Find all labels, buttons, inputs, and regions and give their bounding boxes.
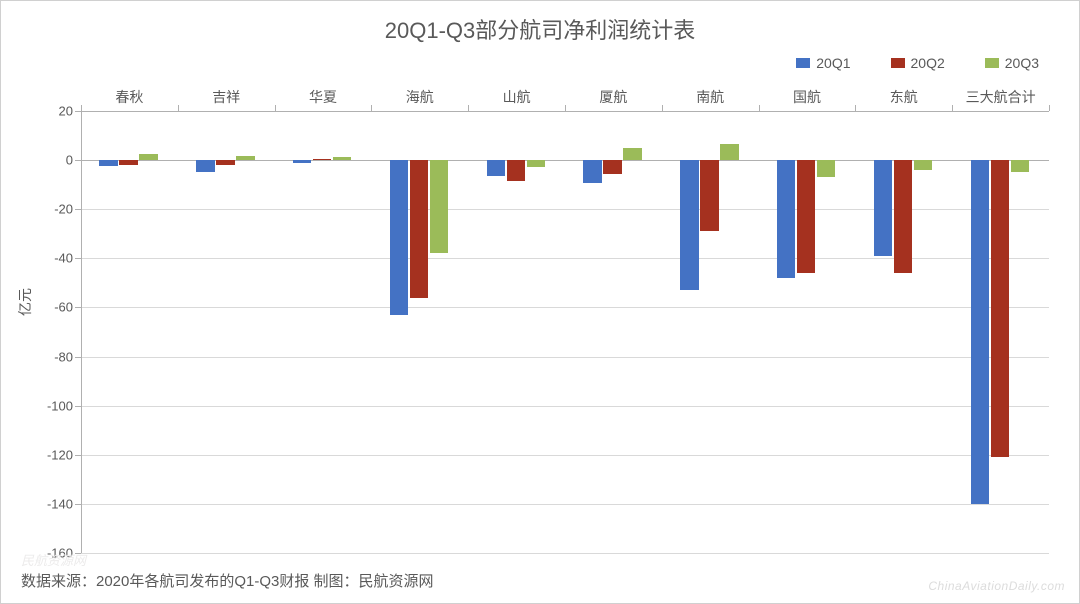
y-tick-label: -20 xyxy=(54,202,81,217)
watermark-left: 民航资源网 xyxy=(21,550,86,569)
x-tick-mark xyxy=(178,105,179,111)
bar xyxy=(874,160,892,256)
grid-line xyxy=(81,307,1049,308)
x-category-label: 吉祥 xyxy=(212,87,240,111)
x-tick-mark xyxy=(565,105,566,111)
legend: 20Q1 20Q2 20Q3 xyxy=(796,55,1039,71)
bar xyxy=(914,160,932,170)
grid-line xyxy=(81,504,1049,505)
bar xyxy=(293,160,311,163)
y-tick-label: -80 xyxy=(54,349,81,364)
legend-item: 20Q1 xyxy=(796,55,850,71)
x-tick-mark xyxy=(275,105,276,111)
bar xyxy=(720,144,738,160)
bar xyxy=(119,160,137,164)
y-axis-label: 亿元 xyxy=(15,288,35,316)
x-category-label: 厦航 xyxy=(599,87,627,111)
bar xyxy=(430,160,448,253)
legend-item: 20Q2 xyxy=(891,55,945,71)
bar xyxy=(817,160,835,177)
y-tick-label: -40 xyxy=(54,251,81,266)
x-tick-mark xyxy=(952,105,953,111)
source-note: 数据来源：2020年各航司发布的Q1-Q3财报 制图：民航资源网 xyxy=(21,570,434,591)
bar xyxy=(583,160,601,183)
x-category-label: 春秋 xyxy=(115,87,143,111)
legend-item: 20Q3 xyxy=(985,55,1039,71)
bar xyxy=(313,159,331,160)
bar xyxy=(680,160,698,290)
x-category-label: 国航 xyxy=(793,87,821,111)
plot-area: 200-20-40-60-80-100-120-140-160春秋吉祥华夏海航山… xyxy=(81,111,1049,553)
x-tick-mark xyxy=(468,105,469,111)
bar xyxy=(333,157,351,160)
grid-line xyxy=(81,455,1049,456)
bar xyxy=(390,160,408,315)
bar xyxy=(777,160,795,278)
bar xyxy=(1011,160,1029,172)
legend-swatch xyxy=(796,58,810,68)
bar xyxy=(507,160,525,181)
bar xyxy=(99,160,117,166)
bar xyxy=(216,160,234,165)
y-tick-label: -100 xyxy=(47,398,81,413)
x-tick-mark xyxy=(662,105,663,111)
bar xyxy=(991,160,1009,457)
bar xyxy=(236,156,254,160)
x-category-label: 海航 xyxy=(406,87,434,111)
x-tick-mark xyxy=(1049,105,1050,111)
y-tick-label: -60 xyxy=(54,300,81,315)
chart-container: 20Q1-Q3部分航司净利润统计表 20Q120Q220Q3 亿元 200-20… xyxy=(0,0,1080,604)
bar xyxy=(196,160,214,172)
watermark-right: ChinaAviationDaily.com xyxy=(928,579,1065,593)
grid-line xyxy=(81,406,1049,407)
x-category-label: 山航 xyxy=(503,87,531,111)
legend-label: 20Q2 xyxy=(911,55,945,71)
bar xyxy=(623,148,641,160)
bar xyxy=(894,160,912,273)
bar xyxy=(797,160,815,273)
grid-line xyxy=(81,553,1049,554)
legend-swatch xyxy=(891,58,905,68)
y-axis-line xyxy=(81,111,82,553)
bar xyxy=(487,160,505,176)
x-category-label: 三大航合计 xyxy=(966,87,1036,111)
y-tick-label: -140 xyxy=(47,496,81,511)
bar xyxy=(971,160,989,504)
chart-title: 20Q1-Q3部分航司净利润统计表 xyxy=(1,13,1079,45)
x-tick-mark xyxy=(855,105,856,111)
x-tick-mark xyxy=(81,105,82,111)
legend-label: 20Q1 xyxy=(816,55,850,71)
bar xyxy=(410,160,428,298)
grid-line xyxy=(81,357,1049,358)
bar xyxy=(603,160,621,174)
x-category-label: 东航 xyxy=(890,87,918,111)
x-category-label: 华夏 xyxy=(309,87,337,111)
legend-swatch xyxy=(985,58,999,68)
x-axis-top-line xyxy=(81,111,1049,112)
bar xyxy=(527,160,545,167)
x-tick-mark xyxy=(371,105,372,111)
y-tick-label: 0 xyxy=(66,153,81,168)
bar xyxy=(700,160,718,231)
y-tick-label: 20 xyxy=(59,104,81,119)
x-tick-mark xyxy=(759,105,760,111)
x-category-label: 南航 xyxy=(696,87,724,111)
legend-label: 20Q3 xyxy=(1005,55,1039,71)
y-tick-label: -120 xyxy=(47,447,81,462)
bar xyxy=(139,154,157,160)
